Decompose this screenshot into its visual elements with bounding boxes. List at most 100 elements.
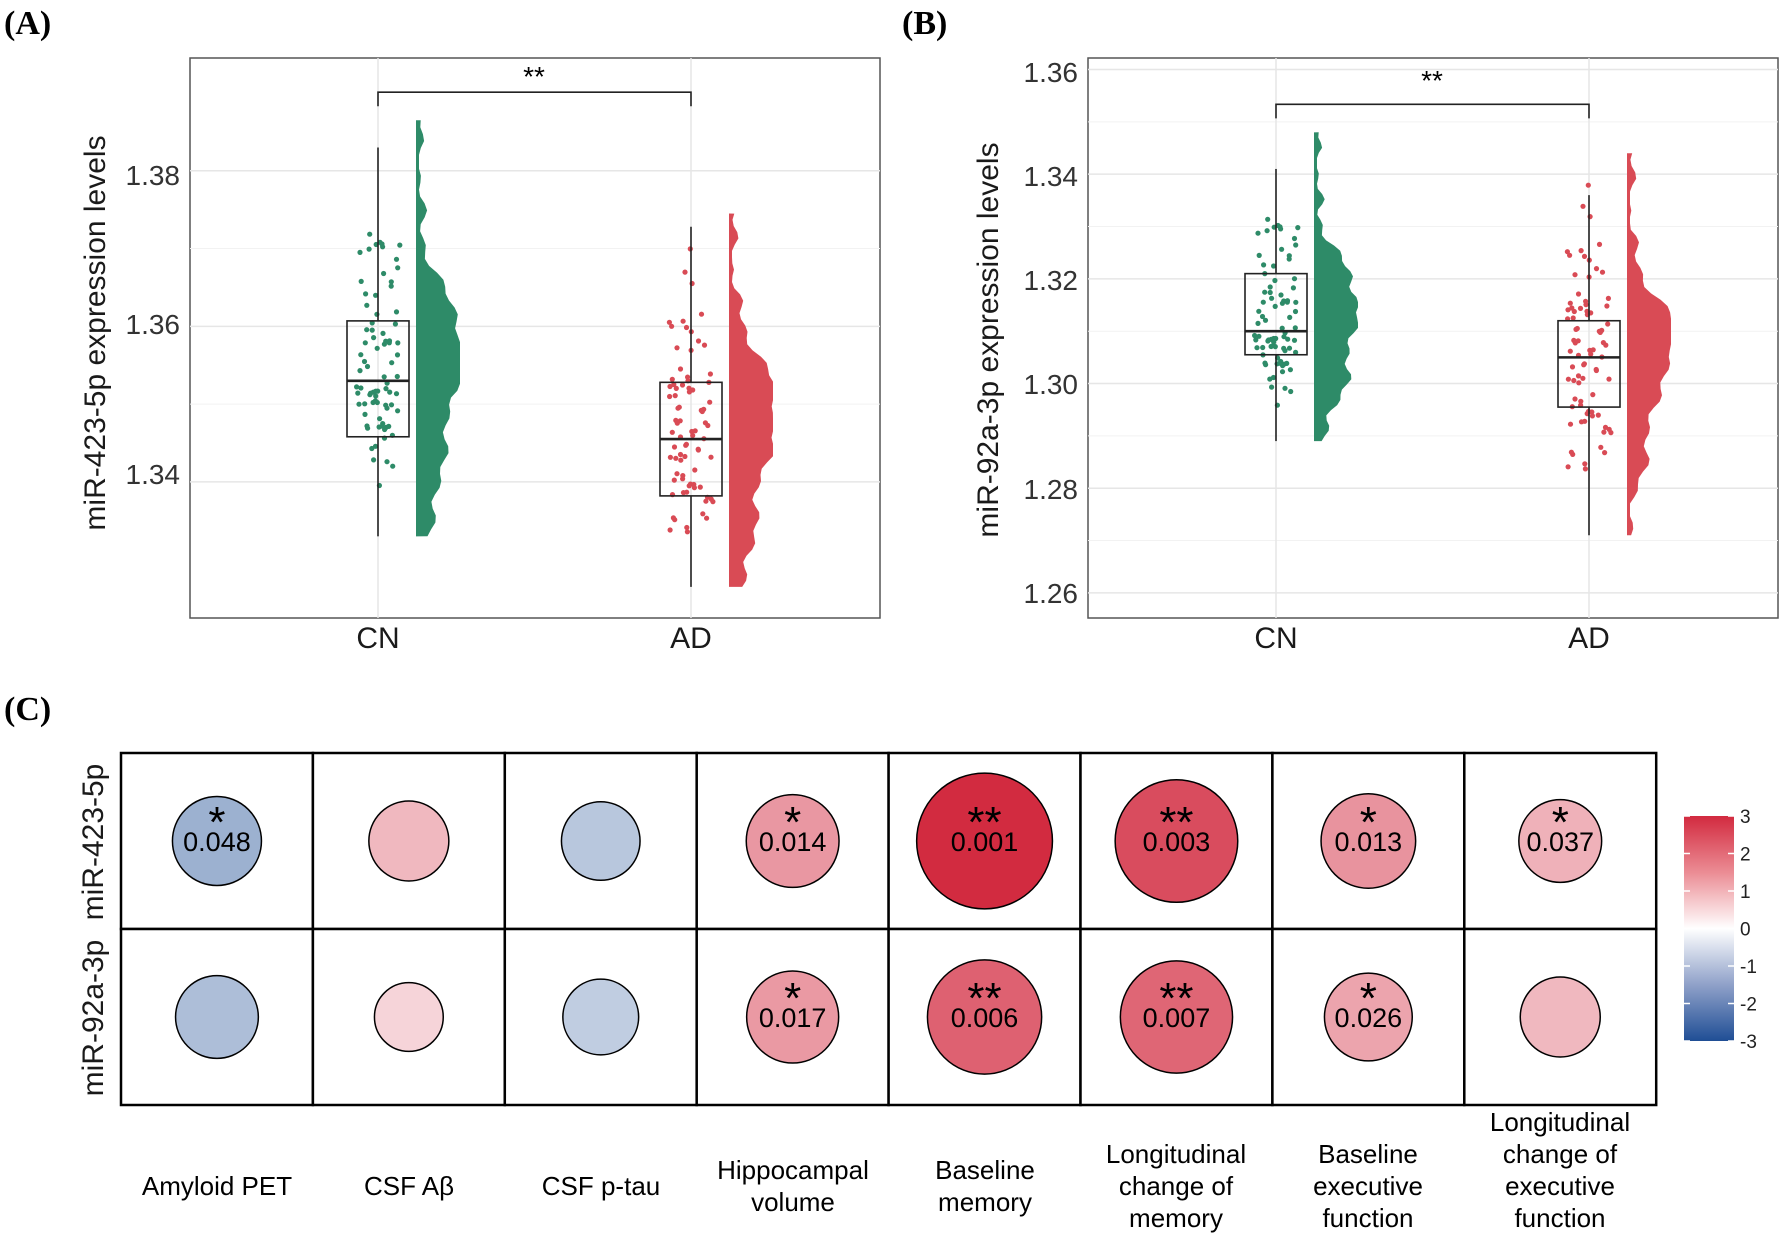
data-point <box>1286 345 1293 351</box>
data-point <box>702 420 709 426</box>
correlation-circle <box>1323 972 1413 1062</box>
data-point <box>1569 364 1576 370</box>
data-point <box>1288 388 1294 395</box>
data-point <box>1565 376 1571 382</box>
data-point <box>1293 299 1299 305</box>
correlation-circle <box>562 978 640 1056</box>
data-point <box>367 231 373 237</box>
data-point <box>366 246 372 252</box>
correlation-circle <box>1320 792 1417 890</box>
data-point <box>1254 345 1260 351</box>
heatmap-row-label: miR-92a-3p <box>77 940 110 1097</box>
p-value-label: 0.014 <box>759 827 827 857</box>
data-point <box>1287 314 1293 320</box>
data-point <box>1282 348 1288 354</box>
data-point <box>1279 325 1285 331</box>
plot-a-xtick-cn: CN <box>356 622 399 655</box>
data-point <box>1568 449 1574 455</box>
data-point <box>700 511 706 517</box>
panel-label-a: (A) <box>4 5 51 42</box>
correlation-circle <box>1518 798 1603 884</box>
p-value-label: 0.013 <box>1335 827 1403 857</box>
plot-b-ytick: 1.34 <box>1024 161 1079 192</box>
data-point <box>683 324 690 331</box>
data-point <box>1570 315 1576 321</box>
legend-colorbar <box>1684 816 1734 1041</box>
data-point <box>1267 289 1273 296</box>
data-point <box>1576 380 1582 386</box>
data-point <box>357 249 363 255</box>
data-point <box>1582 466 1588 472</box>
data-point <box>393 391 400 397</box>
data-point <box>1253 337 1259 343</box>
heatmap-col-label: Hippocampal volume <box>717 1155 869 1217</box>
data-point <box>673 455 679 461</box>
data-point <box>1293 349 1299 355</box>
data-point <box>1598 444 1604 450</box>
significance-star: * <box>784 974 801 1023</box>
data-point <box>1572 272 1578 278</box>
correlation-circle <box>174 974 260 1060</box>
data-point <box>393 256 400 262</box>
correlation-heatmap: *0.048 *0.014 **0.001 **0.003 *0.013 *0.037*0… <box>77 751 1757 1233</box>
data-point <box>1580 203 1586 209</box>
data-point <box>1590 392 1596 398</box>
data-point <box>680 318 686 324</box>
data-point <box>370 399 376 406</box>
density-half-violin <box>416 120 460 537</box>
data-point <box>671 477 677 483</box>
data-point <box>1256 308 1262 314</box>
density-half-violin <box>729 213 773 587</box>
data-point <box>372 443 379 449</box>
data-point <box>390 463 396 469</box>
heatmap-col-label: Amyloid PET <box>142 1171 292 1201</box>
data-point <box>377 416 383 422</box>
data-point <box>355 390 361 396</box>
significance-star: * <box>784 798 801 847</box>
data-point <box>690 432 696 439</box>
data-point <box>680 490 687 496</box>
plot-a-ytick: 1.38 <box>126 160 181 191</box>
data-point <box>383 338 389 344</box>
data-point <box>689 428 695 435</box>
legend-tick-label: 0 <box>1740 920 1751 941</box>
data-point <box>1606 376 1612 382</box>
data-point <box>684 529 691 535</box>
data-point <box>380 330 386 336</box>
data-point <box>381 374 387 380</box>
significance-bracket <box>1275 103 1590 119</box>
data-point <box>687 481 694 487</box>
correlation-circle <box>1114 778 1239 904</box>
data-point <box>667 393 673 400</box>
data-point <box>1252 332 1258 339</box>
data-point <box>388 402 395 408</box>
correlation-circle <box>171 795 263 887</box>
data-point <box>1571 377 1577 384</box>
plot-b-xtick-ad: AD <box>1568 622 1610 655</box>
data-point <box>364 423 370 429</box>
data-point <box>675 405 681 411</box>
data-point <box>1284 298 1291 304</box>
data-point <box>1571 337 1577 343</box>
data-point <box>669 376 675 382</box>
data-point <box>1565 464 1571 470</box>
data-point <box>381 270 387 277</box>
data-point <box>1587 347 1593 353</box>
data-point <box>666 319 673 325</box>
data-point <box>678 457 684 463</box>
data-point <box>1267 284 1273 290</box>
data-point <box>708 496 714 502</box>
data-point <box>1593 367 1599 374</box>
data-point <box>1269 295 1275 301</box>
data-point <box>670 515 677 521</box>
heatmap-col-label: Baseline memory <box>935 1155 1035 1217</box>
data-point <box>691 485 698 491</box>
data-point <box>1260 344 1266 351</box>
data-point <box>1597 329 1603 335</box>
data-point <box>1281 334 1287 340</box>
data-point <box>1271 339 1277 345</box>
p-value-label: 0.001 <box>951 827 1019 857</box>
data-point <box>1272 303 1278 309</box>
significance-bracket <box>377 91 692 107</box>
density-half-violin <box>1314 132 1358 442</box>
